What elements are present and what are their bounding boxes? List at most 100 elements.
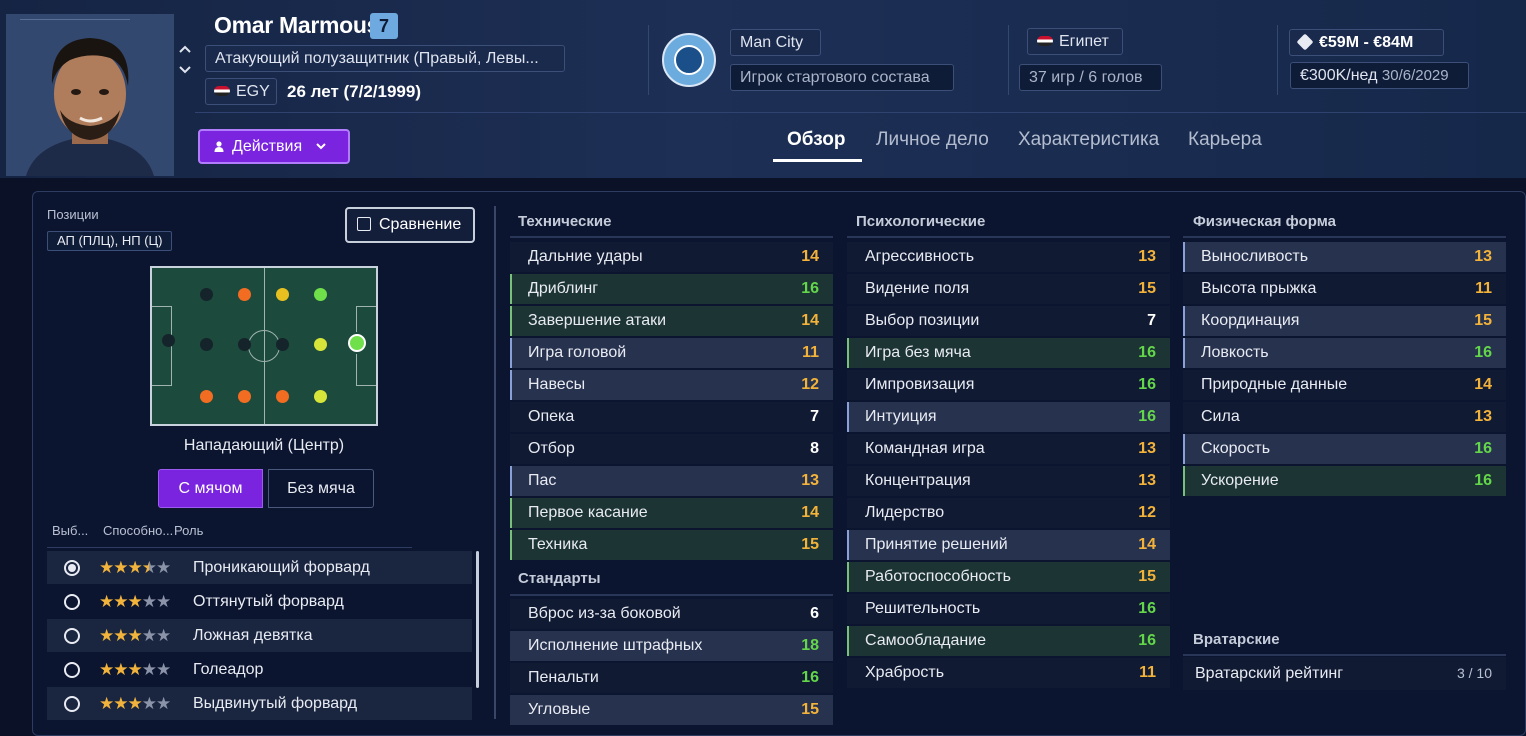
attribute-row[interactable]: Видение поля 15 (847, 274, 1170, 304)
attribute-row[interactable]: Храбрость 11 (847, 658, 1170, 688)
attribute-row[interactable]: Игра головой 11 (510, 338, 833, 368)
international-caps-chip: 37 игр / 6 голов (1019, 64, 1162, 91)
star-icon: ★ (113, 660, 128, 679)
actions-button[interactable]: Действия (198, 129, 350, 164)
tab-attributes[interactable]: Характеристика (1018, 129, 1160, 150)
tab-career[interactable]: Карьера (1188, 129, 1262, 150)
club-crest-icon[interactable] (662, 33, 716, 87)
role-row[interactable]: ★★★★★ Выдвинутый форвард (47, 687, 472, 720)
attribute-row[interactable]: Скорость 16 (1183, 434, 1506, 464)
attribute-name: Выбор позиции (865, 312, 980, 329)
with-ball-toggle[interactable]: С мячом (158, 469, 263, 508)
attribute-row[interactable]: Техника 15 (510, 530, 833, 560)
star-icon: ★ (156, 558, 171, 577)
pitch-position-dot[interactable] (314, 338, 327, 351)
compare-button[interactable]: Сравнение (345, 207, 475, 243)
pitch-position-dot[interactable] (162, 334, 175, 347)
role-radio-button[interactable] (64, 594, 80, 610)
star-icon: ★ (113, 592, 128, 611)
attribute-row[interactable]: Решительность 16 (847, 594, 1170, 624)
next-player-chevron-down-icon[interactable] (178, 63, 192, 77)
attribute-row[interactable]: Принятие решений 14 (847, 530, 1170, 560)
pitch-position-dot[interactable] (314, 288, 327, 301)
roles-column-role[interactable]: Роль (174, 523, 204, 538)
attribute-row[interactable]: Первое касание 14 (510, 498, 833, 528)
attribute-row[interactable]: Пас 13 (510, 466, 833, 496)
attribute-row[interactable]: Самообладание 16 (847, 626, 1170, 656)
attribute-row[interactable]: Лидерство 12 (847, 498, 1170, 528)
previous-player-chevron-up-icon[interactable] (178, 42, 192, 56)
attribute-row[interactable]: Природные данные 14 (1183, 370, 1506, 400)
attribute-row[interactable]: Навесы 12 (510, 370, 833, 400)
roles-column-ability[interactable]: Способно... (103, 523, 174, 538)
pitch-position-dot[interactable] (200, 338, 213, 351)
player-face-illustration (6, 14, 174, 176)
attribute-name: Отбор (528, 440, 575, 457)
pitch-position-dot[interactable] (200, 288, 213, 301)
roles-column-select[interactable]: Выб... (52, 523, 89, 538)
attribute-name: Работоспособность (865, 568, 1011, 585)
roles-scrollbar[interactable] (476, 551, 479, 688)
attribute-value: 11 (1475, 280, 1492, 297)
attribute-row[interactable]: Игра без мяча 16 (847, 338, 1170, 368)
role-row[interactable]: ★★★★★ Проникающий форвард (47, 551, 472, 584)
role-row[interactable]: ★★★★★ Ложная девятка (47, 619, 472, 652)
attribute-row[interactable]: Угловые 15 (510, 695, 833, 725)
attribute-row[interactable]: Дриблинг 16 (510, 274, 833, 304)
tab-overview[interactable]: Обзор (787, 129, 846, 150)
pitch-position-dot[interactable] (314, 390, 327, 403)
attribute-row[interactable]: Опека 7 (510, 402, 833, 432)
pitch-position-dot[interactable] (276, 338, 289, 351)
selected-position-dot[interactable] (348, 334, 366, 352)
player-photo (6, 14, 174, 176)
attribute-row[interactable]: Вброс из-за боковой 6 (510, 599, 833, 629)
without-ball-toggle[interactable]: Без мяча (268, 469, 374, 508)
goalkeeper-rating-row: Вратарский рейтинг 3 / 10 (1183, 657, 1506, 690)
role-radio-button[interactable] (64, 628, 80, 644)
role-row[interactable]: ★★★★★ Голеадор (47, 653, 472, 686)
role-row[interactable]: ★★★★★ Оттянутый форвард (47, 585, 472, 618)
attribute-row[interactable]: Импровизация 16 (847, 370, 1170, 400)
attribute-value: 11 (1139, 664, 1156, 681)
attribute-value: 15 (1138, 568, 1156, 585)
attribute-row[interactable]: Интуиция 16 (847, 402, 1170, 432)
club-name-chip[interactable]: Man City (730, 29, 821, 56)
attribute-row[interactable]: Пенальти 16 (510, 663, 833, 693)
attribute-row[interactable]: Отбор 8 (510, 434, 833, 464)
role-radio-button[interactable] (64, 696, 80, 712)
attribute-name: Игра головой (528, 344, 627, 361)
header-divider (195, 112, 1526, 113)
attribute-row[interactable]: Агрессивность 13 (847, 242, 1170, 272)
role-radio-button[interactable] (64, 560, 80, 576)
attribute-row[interactable]: Исполнение штрафных 18 (510, 631, 833, 661)
attribute-row[interactable]: Ловкость 16 (1183, 338, 1506, 368)
attribute-row[interactable]: Высота прыжка 11 (1183, 274, 1506, 304)
attribute-row[interactable]: Работоспособность 15 (847, 562, 1170, 592)
pitch-position-dot[interactable] (200, 390, 213, 403)
pitch-position-dot[interactable] (276, 288, 289, 301)
pitch-position-dot[interactable] (238, 288, 251, 301)
attribute-value: 12 (1138, 504, 1156, 521)
attribute-name: Вброс из-за боковой (528, 605, 681, 622)
star-icon: ★ (113, 626, 128, 645)
attribute-row[interactable]: Координация 15 (1183, 306, 1506, 336)
attribute-row[interactable]: Выносливость 13 (1183, 242, 1506, 272)
attribute-row[interactable]: Концентрация 13 (847, 466, 1170, 496)
attribute-row[interactable]: Завершение атаки 14 (510, 306, 833, 336)
role-radio-button[interactable] (64, 662, 80, 678)
attribute-row[interactable]: Ускорение 16 (1183, 466, 1506, 496)
attribute-value: 13 (801, 472, 819, 489)
attribute-name: Дриблинг (528, 280, 599, 297)
tab-personal-file[interactable]: Личное дело (876, 129, 989, 150)
national-team-chip[interactable]: Египет (1027, 28, 1123, 55)
attribute-row[interactable]: Сила 13 (1183, 402, 1506, 432)
attribute-name: Угловые (528, 701, 591, 718)
attribute-row[interactable]: Командная игра 13 (847, 434, 1170, 464)
attribute-row[interactable]: Выбор позиции 7 (847, 306, 1170, 336)
pitch-position-dot[interactable] (276, 390, 289, 403)
star-icon: ★ (141, 592, 157, 611)
pitch-position-dot[interactable] (238, 390, 251, 403)
pitch-position-dot[interactable] (238, 338, 251, 351)
attribute-row[interactable]: Дальние удары 14 (510, 242, 833, 272)
role-name: Оттянутый форвард (193, 593, 344, 610)
